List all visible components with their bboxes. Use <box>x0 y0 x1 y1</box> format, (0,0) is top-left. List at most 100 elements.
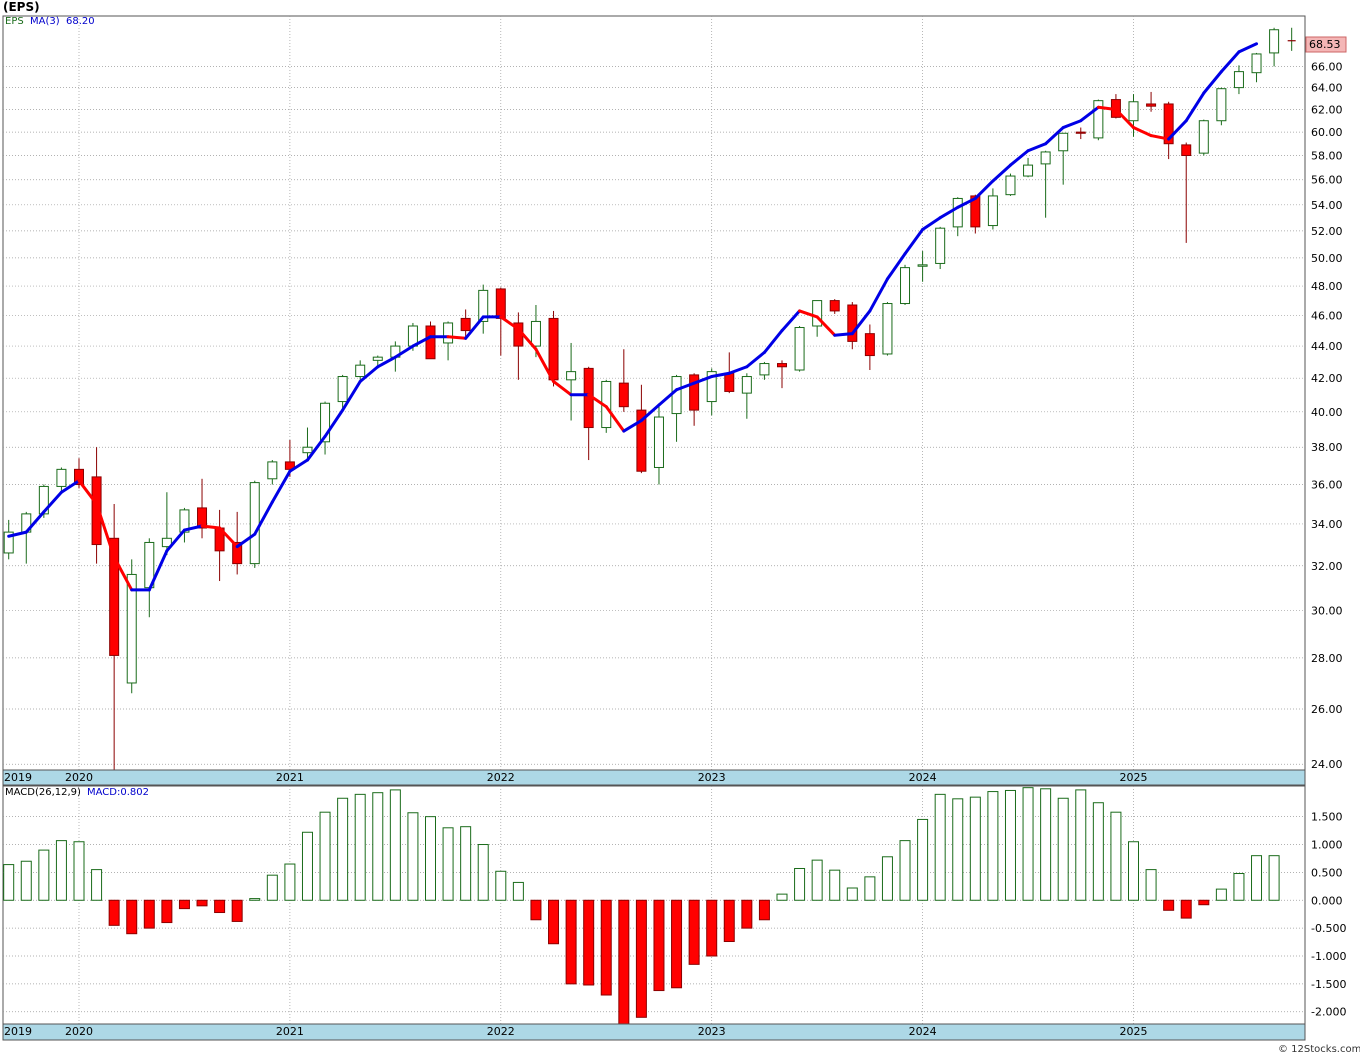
candle-body <box>1233 71 1244 89</box>
price-y-tick-label: 44.00 <box>1311 340 1343 353</box>
candle <box>1198 119 1209 156</box>
x-tick-label: 2024 <box>909 1025 937 1038</box>
macd-bar <box>91 869 103 901</box>
price-y-tick-label: 26.00 <box>1311 703 1343 716</box>
ma-segment <box>288 458 309 473</box>
macd-bar <box>741 899 753 929</box>
macd-bar <box>1075 789 1087 901</box>
ma-segment <box>938 205 960 220</box>
ma-segment <box>516 327 538 351</box>
macd-panel: 1.500 1.000 0.500 0.000 -0.500 -1.000 -1.500 -2… <box>2 785 1346 1041</box>
candle <box>987 188 998 230</box>
price-y-tick-label: 38.00 <box>1311 441 1343 454</box>
candle-body <box>1216 88 1227 122</box>
price-y-tick-label: 28.00 <box>1311 652 1343 665</box>
last-price-label: 68.53 <box>1309 38 1341 51</box>
price-y-tick-label: 30.00 <box>1311 604 1343 617</box>
candle-body <box>1128 101 1139 122</box>
macd-bar <box>864 876 876 901</box>
macd-bar <box>758 899 770 921</box>
macd-bar <box>337 797 349 901</box>
candle <box>74 458 84 489</box>
ma-segment <box>798 309 819 319</box>
ma-segment <box>991 163 1012 183</box>
macd-bar <box>600 899 612 996</box>
candle <box>425 321 436 360</box>
candle-body <box>777 363 787 368</box>
macd-bar <box>3 864 15 901</box>
ma-segment <box>270 469 292 504</box>
macd-bar <box>794 867 806 901</box>
ma-segment <box>59 479 81 494</box>
price-panel-frame <box>2 15 1306 786</box>
macd-bar <box>108 899 120 926</box>
x-tick-label: 2022 <box>487 1025 515 1038</box>
ma-segment <box>182 524 204 532</box>
watermark: © 12Stocks.com <box>1278 1044 1360 1055</box>
macd-bar <box>1004 789 1016 901</box>
ma-segment <box>446 335 468 340</box>
ma-segment <box>42 490 63 514</box>
macd-bar <box>1268 855 1280 901</box>
ma-segment <box>604 405 626 433</box>
ma-segment <box>692 375 714 385</box>
candle-body <box>829 300 840 312</box>
candle-body <box>935 227 946 264</box>
macd-bar <box>1110 811 1122 901</box>
macd-bar <box>407 812 419 901</box>
x-tick-label: 2020 <box>65 1025 93 1038</box>
ma-segment <box>903 228 925 256</box>
macd-bar <box>1092 802 1104 901</box>
candle <box>1181 142 1192 243</box>
price-y-tick-label: 50.00 <box>1311 252 1343 265</box>
candle-body <box>478 289 489 322</box>
candle <box>337 374 348 409</box>
candle-body <box>566 371 577 381</box>
x-tick-label: 2022 <box>487 771 515 784</box>
price-y-tick-label: 48.00 <box>1311 280 1343 293</box>
candle-body <box>91 476 102 546</box>
candle-body <box>1198 120 1209 154</box>
candle <box>355 360 366 380</box>
candle <box>1163 101 1174 160</box>
macd-bars <box>3 787 1280 1025</box>
macd-bar <box>231 899 243 922</box>
candle-body <box>232 541 243 565</box>
macd-bar <box>354 793 366 901</box>
candle <box>320 401 331 455</box>
ma-segment <box>815 315 837 337</box>
x-tick-label: 2021 <box>276 1025 304 1038</box>
candle <box>1146 91 1157 112</box>
macd-bar <box>917 818 929 901</box>
price-y-tick-label: 52.00 <box>1311 225 1343 238</box>
legend-ma-label: MA(3) <box>30 16 60 27</box>
macd-y-tick-label: -2.000 <box>1311 1006 1346 1019</box>
candle-body <box>618 382 629 408</box>
candle <box>478 284 489 334</box>
ma-segment <box>253 500 274 536</box>
candle-body <box>460 317 471 332</box>
candle <box>126 559 137 694</box>
macd-bar <box>776 893 788 901</box>
ma-segment <box>850 309 872 336</box>
macd-bar <box>55 840 67 901</box>
ma-segment <box>973 179 995 200</box>
candle <box>829 299 840 314</box>
candle <box>1269 27 1280 67</box>
x-tick-label: 2024 <box>909 771 937 784</box>
macd-bar <box>178 899 190 910</box>
macd-bar <box>653 899 665 992</box>
candle-body <box>1093 100 1104 139</box>
macd-bar <box>477 844 489 901</box>
legend-eps: EPS <box>5 16 24 27</box>
macd-bar <box>38 849 50 901</box>
macd-bar <box>73 841 85 901</box>
candle <box>267 460 278 485</box>
price-y-tick-label: 58.00 <box>1311 150 1343 163</box>
macd-bar <box>723 899 735 943</box>
x-tick-label: 2025 <box>1120 1025 1148 1038</box>
ma-segment <box>1132 126 1153 138</box>
candle-body <box>267 461 278 480</box>
candle <box>161 492 172 556</box>
